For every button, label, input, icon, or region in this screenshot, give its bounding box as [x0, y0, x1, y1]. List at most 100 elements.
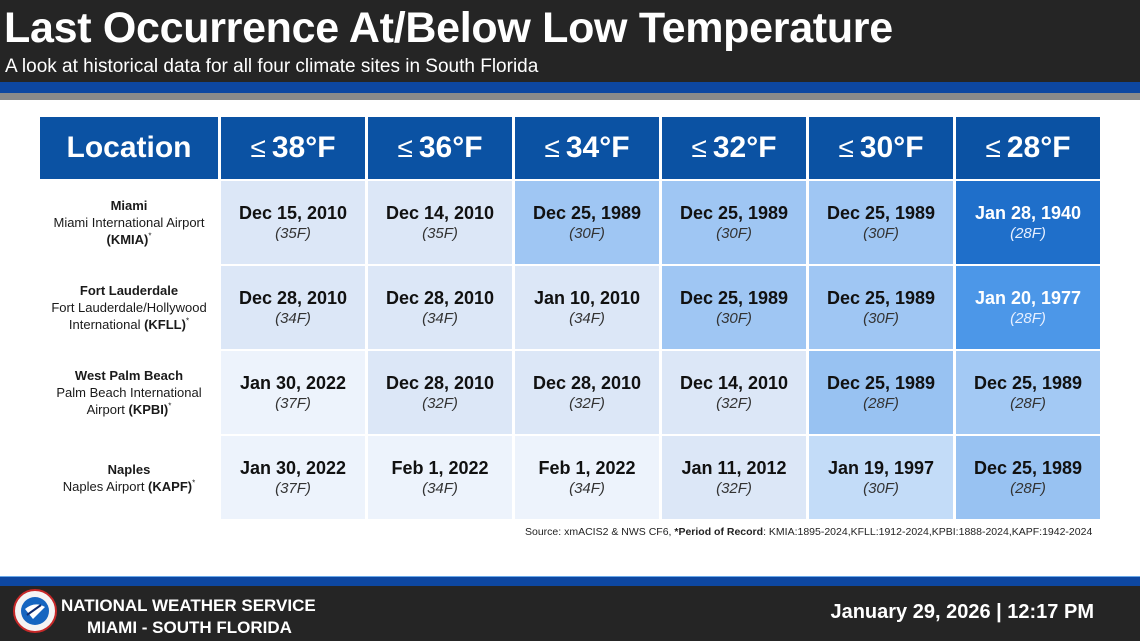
- occurrence-date: Dec 25, 1989: [973, 457, 1083, 478]
- occurrence-date: Jan 11, 2012: [681, 457, 787, 478]
- table-cell: Dec 25, 1989 (30F): [662, 266, 806, 349]
- occurrence-date: Dec 28, 2010: [385, 287, 495, 308]
- recorded-temperature: (30F): [716, 309, 752, 327]
- threshold-value: 30°F: [859, 131, 924, 164]
- table-cell: Dec 25, 1989 (30F): [515, 181, 659, 264]
- footer-accent-bar: [0, 576, 1140, 586]
- table-cell: Dec 25, 1989 (30F): [809, 181, 953, 264]
- occurrence-date: Dec 25, 1989: [679, 287, 789, 308]
- table-cell: Jan 11, 2012 (32F): [662, 436, 806, 519]
- city-name: Fort Lauderdale: [79, 283, 179, 298]
- occurrence-date: Dec 25, 1989: [679, 202, 789, 223]
- recorded-temperature: (32F): [716, 394, 752, 412]
- column-header-location: Location: [40, 117, 218, 179]
- recorded-temperature: (34F): [569, 309, 605, 327]
- table-cell: Dec 14, 2010 (32F): [662, 351, 806, 434]
- table-cell: Jan 10, 2010 (34F): [515, 266, 659, 349]
- column-header-threshold: ≤34°F: [515, 117, 659, 179]
- threshold-value: 34°F: [565, 131, 630, 164]
- occurrence-date: Dec 28, 2010: [238, 287, 348, 308]
- table-cell: Dec 25, 1989 (28F): [809, 351, 953, 434]
- recorded-temperature: (30F): [863, 479, 899, 497]
- recorded-temperature: (28F): [1010, 309, 1046, 327]
- table-cell: Feb 1, 2022 (34F): [515, 436, 659, 519]
- recorded-temperature: (35F): [422, 224, 458, 242]
- occurrence-date: Dec 25, 1989: [532, 202, 642, 223]
- occurrence-date: Jan 20, 1977: [974, 287, 1082, 308]
- site-name: Palm Beach International: [56, 385, 202, 400]
- occurrence-date: Feb 1, 2022: [538, 457, 636, 478]
- city-name: Naples: [107, 461, 151, 477]
- page-subtitle: A look at historical data for all four c…: [5, 56, 539, 77]
- occurrence-date: Jan 30, 2022: [239, 457, 347, 478]
- table-cell: Dec 25, 1989 (28F): [956, 436, 1100, 519]
- table-cell: Dec 25, 1989 (30F): [662, 181, 806, 264]
- recorded-temperature: (30F): [569, 224, 605, 242]
- site-code-line: (KMIA)*: [106, 231, 151, 248]
- column-header-threshold: ≤36°F: [368, 117, 512, 179]
- footnote-asterisk: *: [148, 231, 152, 241]
- location-cell: Fort Lauderdale Fort Lauderdale/Hollywood…: [40, 266, 218, 349]
- table-cell: Dec 15, 2010 (35F): [221, 181, 365, 264]
- occurrence-date: Feb 1, 2022: [391, 457, 489, 478]
- threshold-value: 32°F: [712, 131, 777, 164]
- recorded-temperature: (34F): [422, 309, 458, 327]
- footnote-asterisk: *: [185, 316, 190, 326]
- column-header-threshold: ≤32°F: [662, 117, 806, 179]
- less-equal-symbol: ≤: [544, 132, 560, 163]
- recorded-temperature: (35F): [275, 224, 311, 242]
- nws-logo-icon: [13, 589, 57, 633]
- station-code: (KAPF): [148, 478, 193, 494]
- header-shadow-bar: [0, 93, 1140, 100]
- station-code: (KPBI): [128, 402, 169, 417]
- recorded-temperature: (32F): [422, 394, 458, 412]
- less-equal-symbol: ≤: [838, 132, 854, 163]
- table-cell: Jan 19, 1997 (30F): [809, 436, 953, 519]
- less-equal-symbol: ≤: [985, 132, 1001, 163]
- column-header-threshold: ≤38°F: [221, 117, 365, 179]
- table-cell: Jan 30, 2022 (37F): [221, 351, 365, 434]
- occurrence-date: Dec 25, 1989: [826, 287, 936, 308]
- table-cell: Dec 28, 2010 (34F): [368, 266, 512, 349]
- table-cell: Feb 1, 2022 (34F): [368, 436, 512, 519]
- page-title: Last Occurrence At/Below Low Temperature: [4, 4, 893, 52]
- table-cell: Dec 28, 2010 (32F): [515, 351, 659, 434]
- station-code: (KFLL): [144, 317, 186, 332]
- location-cell: Naples Naples Airport (KAPF)*: [40, 436, 218, 519]
- period-of-record-label: *Period of Record: [674, 526, 764, 538]
- location-cell: Miami Miami International Airport (KMIA)*: [40, 181, 218, 264]
- office-name: MIAMI - SOUTH FLORIDA: [87, 618, 292, 637]
- org-name: NATIONAL WEATHER SERVICE: [61, 596, 316, 615]
- occurrence-date: Dec 14, 2010: [679, 372, 789, 393]
- table-cell: Jan 30, 2022 (37F): [221, 436, 365, 519]
- occurrence-date: Dec 25, 1989: [826, 372, 936, 393]
- city-name: Miami: [110, 198, 148, 213]
- occurrence-date: Dec 28, 2010: [385, 372, 495, 393]
- city-name: West Palm Beach: [74, 368, 184, 383]
- footnote-asterisk: *: [192, 478, 196, 488]
- occurrence-date: Jan 19, 1997: [827, 457, 935, 478]
- site-name: Miami International Airport: [53, 215, 205, 230]
- column-header-threshold: ≤30°F: [809, 117, 953, 179]
- title-banner: Last Occurrence At/Below Low Temperature…: [0, 0, 1140, 82]
- period-of-record-values: : KMIA:1895-2024,KFLL:1912-2024,KPBI:188…: [763, 526, 1093, 538]
- occurrence-date: Dec 25, 1989: [826, 202, 936, 223]
- site-code-line: Airport (KPBI)*: [87, 401, 172, 418]
- occurrence-date: Dec 25, 1989: [973, 372, 1083, 393]
- threshold-value: 28°F: [1006, 131, 1071, 164]
- recorded-temperature: (28F): [1010, 394, 1046, 412]
- table-cell: Jan 28, 1940 (28F): [956, 181, 1100, 264]
- location-cell: West Palm Beach Palm Beach International A…: [40, 351, 218, 434]
- footnote-asterisk: *: [168, 401, 172, 411]
- recorded-temperature: (37F): [275, 394, 311, 412]
- recorded-temperature: (34F): [422, 479, 458, 497]
- table-cell: Dec 28, 2010 (32F): [368, 351, 512, 434]
- recorded-temperature: (28F): [1010, 224, 1046, 242]
- column-header-threshold: ≤28°F: [956, 117, 1100, 179]
- occurrence-date: Dec 28, 2010: [532, 372, 642, 393]
- less-equal-symbol: ≤: [397, 132, 413, 163]
- timestamp: January 29, 2026 | 12:17 PM: [830, 601, 1094, 623]
- recorded-temperature: (28F): [863, 394, 899, 412]
- recorded-temperature: (34F): [275, 309, 311, 327]
- recorded-temperature: (30F): [863, 309, 899, 327]
